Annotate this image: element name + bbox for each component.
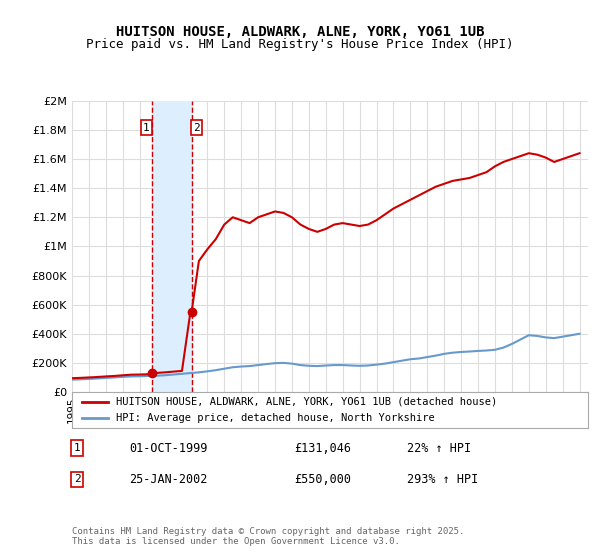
Text: HUITSON HOUSE, ALDWARK, ALNE, YORK, YO61 1UB (detached house): HUITSON HOUSE, ALDWARK, ALNE, YORK, YO61…: [116, 397, 497, 407]
Text: 1: 1: [74, 443, 80, 453]
Text: 01-OCT-1999: 01-OCT-1999: [129, 441, 207, 455]
Text: £550,000: £550,000: [294, 473, 351, 486]
Text: HUITSON HOUSE, ALDWARK, ALNE, YORK, YO61 1UB: HUITSON HOUSE, ALDWARK, ALNE, YORK, YO61…: [116, 25, 484, 39]
Text: 2: 2: [74, 474, 80, 484]
Text: 2: 2: [193, 123, 200, 133]
Bar: [152, 101, 191, 392]
Text: Price paid vs. HM Land Registry's House Price Index (HPI): Price paid vs. HM Land Registry's House …: [86, 38, 514, 51]
Text: 25-JAN-2002: 25-JAN-2002: [129, 473, 207, 486]
Text: 22% ↑ HPI: 22% ↑ HPI: [407, 441, 472, 455]
Text: 293% ↑ HPI: 293% ↑ HPI: [407, 473, 479, 486]
Text: HPI: Average price, detached house, North Yorkshire: HPI: Average price, detached house, Nort…: [116, 413, 434, 423]
Text: £131,046: £131,046: [294, 441, 351, 455]
Text: 1: 1: [143, 123, 150, 133]
Text: Contains HM Land Registry data © Crown copyright and database right 2025.
This d: Contains HM Land Registry data © Crown c…: [72, 526, 464, 546]
